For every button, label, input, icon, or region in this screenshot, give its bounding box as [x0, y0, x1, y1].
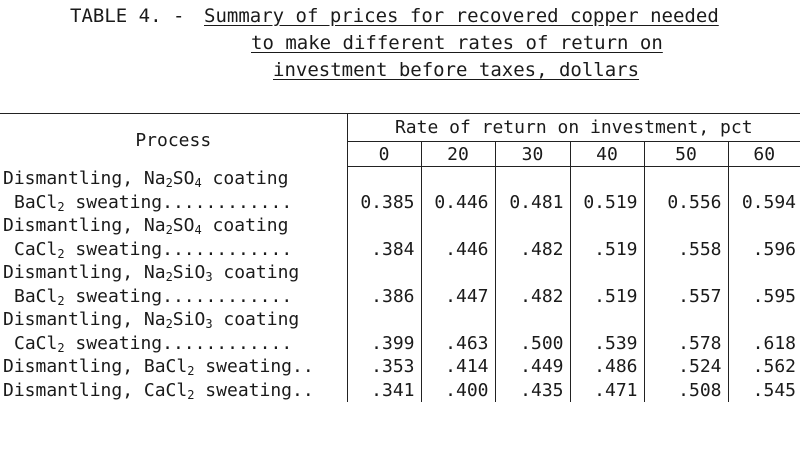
table-cell: .500 [495, 331, 571, 355]
column-header: 40 [570, 141, 645, 167]
table-cell: .341 [347, 378, 422, 402]
table-row: Dismantling, Na2SO4 coating [0, 166, 800, 191]
process-label-cont: BaCl2 sweating............ [0, 284, 348, 308]
table-row: BaCl2 sweating............ .386 .447 .48… [0, 284, 800, 308]
table-cell: .539 [570, 331, 645, 355]
table-cell: .386 [347, 284, 422, 308]
process-label-cont: CaCl2 sweating............ [0, 331, 348, 355]
table-cell: .482 [495, 237, 571, 261]
table-cell: .399 [347, 331, 422, 355]
table-cell: .508 [644, 378, 729, 402]
table-number: TABLE 4. - [70, 5, 185, 27]
table-cell: .545 [752, 379, 796, 401]
process-label: Dismantling, Na2SiO3 coating [0, 261, 348, 285]
process-label: Dismantling, CaCl2 sweating.. [0, 378, 348, 402]
table-cell: .482 [495, 284, 571, 308]
table-cell: .486 [570, 355, 645, 379]
table-cell: .519 [570, 284, 645, 308]
price-table: Process Rate of return on investment, pc… [0, 113, 800, 468]
table-cell: .463 [421, 331, 496, 355]
table-title: TABLE 4. - Summary of prices for recover… [0, 0, 800, 100]
title-line-2: to make different rates of return on [251, 32, 663, 54]
table-cell: .471 [570, 378, 645, 402]
table-cell: 0.519 [570, 190, 645, 214]
table-row: Dismantling, CaCl2 sweating.. .341 .400 … [0, 378, 800, 402]
title-line-3: investment before taxes, dollars [273, 59, 640, 81]
table-cell: .595 [752, 285, 796, 307]
table-cell: .519 [570, 237, 645, 261]
table-cell: .446 [421, 237, 496, 261]
process-label-cont: BaCl2 sweating............ [0, 190, 348, 214]
table-cell: .558 [644, 237, 729, 261]
table-cell: .414 [421, 355, 496, 379]
table-row: Dismantling, BaCl2 sweating.. .353 .414 … [0, 355, 800, 379]
table-row: Dismantling, Na2SiO3 coating [0, 261, 800, 285]
column-header: 30 [495, 141, 571, 167]
column-header: 20 [421, 141, 496, 167]
table-cell: .447 [421, 284, 496, 308]
table-row: Dismantling, Na2SiO3 coating [0, 308, 800, 332]
table-cell: 0.594 [741, 191, 796, 213]
table-cell: 0.556 [644, 190, 729, 214]
table-row: Dismantling, Na2SO4 coating [0, 214, 800, 238]
table-cell: .618 [752, 332, 796, 354]
process-label: Dismantling, BaCl2 sweating.. [0, 355, 348, 379]
table-cell: .557 [644, 284, 729, 308]
table-cell: .524 [644, 355, 729, 379]
title-line-1: Summary of prices for recovered copper n… [204, 5, 719, 27]
table-row: CaCl2 sweating............ .384 .446 .48… [0, 237, 800, 261]
process-label: Dismantling, Na2SO4 coating [0, 166, 348, 191]
table-row: BaCl2 sweating............ 0.385 0.446 0… [0, 190, 800, 214]
table-cell: .384 [347, 237, 422, 261]
column-header: 0 [347, 141, 422, 167]
table-cell: .353 [347, 355, 422, 379]
table-cell: .400 [421, 378, 496, 402]
table-cell: .562 [752, 356, 796, 377]
table-cell: .596 [752, 238, 796, 260]
table-cell: .449 [495, 355, 571, 379]
process-label-cont: CaCl2 sweating............ [0, 237, 348, 261]
table-row: CaCl2 sweating............ .399 .463 .50… [0, 331, 800, 355]
table-cell: .578 [644, 331, 729, 355]
process-label: Dismantling, Na2SiO3 coating [0, 308, 348, 332]
column-header: 50 [644, 141, 729, 167]
column-header: 60 [728, 141, 800, 167]
table-cell: 0.446 [421, 190, 496, 214]
table-cell: 0.385 [347, 190, 422, 214]
table-cell: .435 [495, 378, 571, 402]
process-header: Process [0, 113, 348, 167]
table-cell: 0.481 [495, 190, 571, 214]
rate-header: Rate of return on investment, pct [347, 113, 800, 142]
process-label: Dismantling, Na2SO4 coating [0, 214, 348, 238]
